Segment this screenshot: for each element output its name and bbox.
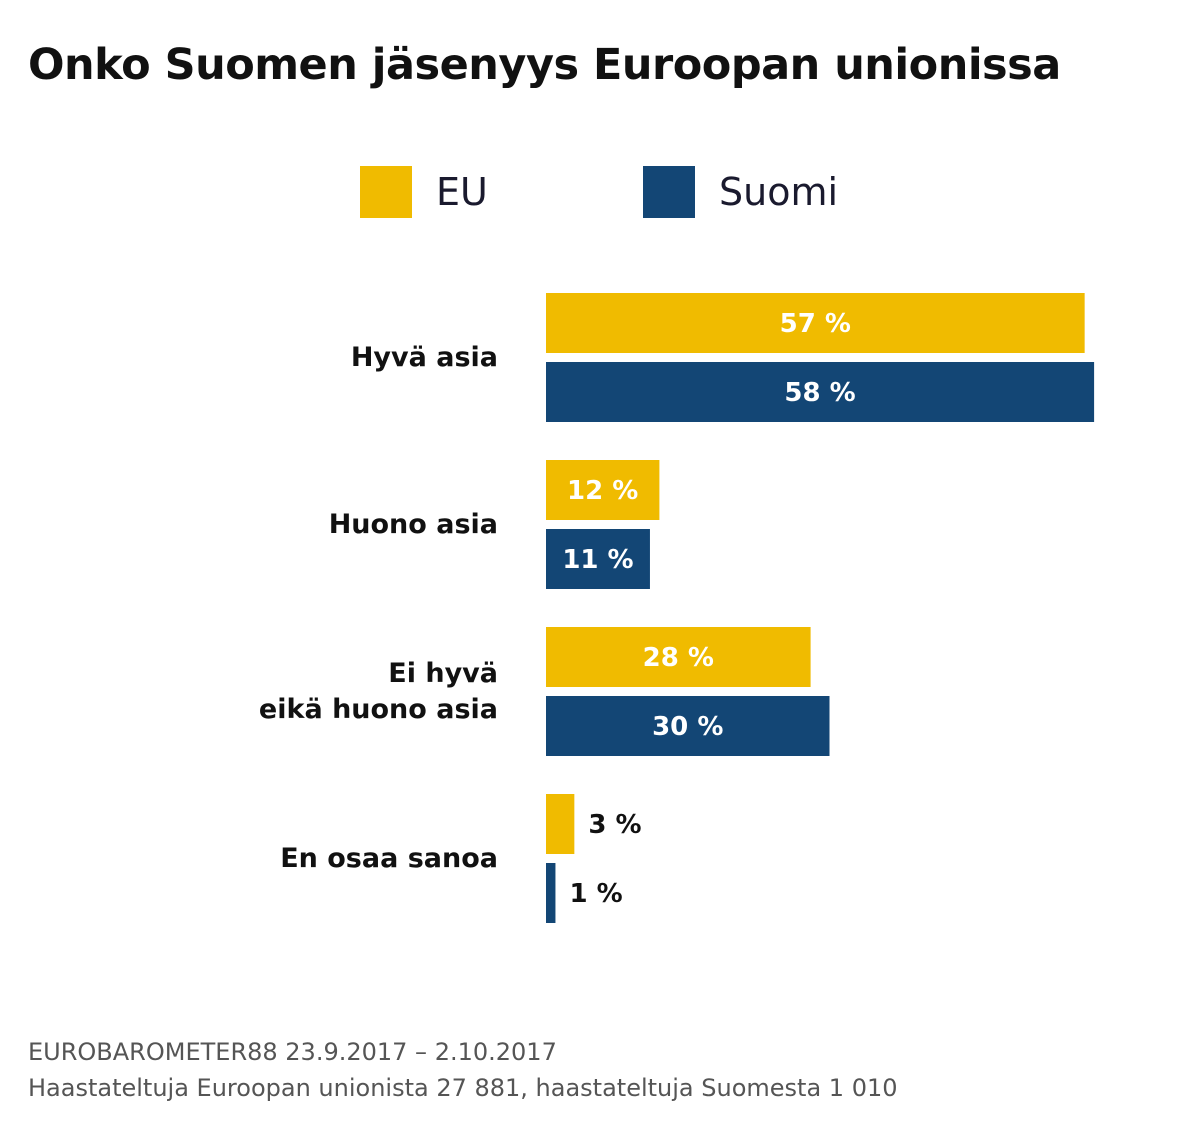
value-label-suomi-ei-hyva-eika-huono: 30 % (652, 712, 723, 742)
bar-suomi-en-osaa-sanoa (546, 863, 556, 923)
value-label-eu-hyva-asia: 57 % (780, 309, 851, 339)
category-label-ei-hyva-eika-huono: Ei hyvä eikä huono asia (258, 657, 498, 725)
value-label-suomi-huono-asia: 11 % (562, 545, 633, 575)
value-label-eu-en-osaa-sanoa: 3 % (588, 810, 641, 840)
category-label-en-osaa-sanoa: En osaa sanoa (280, 842, 498, 874)
legend-item-eu: EU (360, 166, 488, 218)
value-label-eu-ei-hyva-eika-huono: 28 % (643, 643, 714, 673)
legend-label-suomi: Suomi (719, 170, 839, 214)
bar-suomi-huono-asia (546, 529, 650, 589)
value-label-suomi-hyva-asia: 58 % (784, 378, 855, 408)
bar-suomi-hyva-asia (546, 362, 1095, 422)
bar-chart: 57 % 58 % 12 % 11 % 28 % 30 % 3 % 1 % (546, 293, 1095, 923)
value-label-eu-huono-asia: 12 % (567, 476, 638, 506)
category-label-huono-asia: Huono asia (328, 508, 498, 540)
legend-swatch-eu (360, 166, 412, 218)
category-label-hyva-asia: Hyvä asia (350, 341, 498, 373)
legend-item-suomi: Suomi (643, 166, 838, 218)
value-label-suomi-en-osaa-sanoa: 1 % (569, 879, 622, 909)
legend-label-eu: EU (436, 170, 488, 214)
bar-eu-hyva-asia (546, 293, 1085, 353)
chart-title: Onko Suomen jäsenyys Euroopan unionissa (28, 40, 1061, 90)
bar-eu-ei-hyva-eika-huono (546, 627, 811, 687)
footer-note: Haastateltuja Euroopan unionista 27 881,… (28, 1074, 898, 1102)
bar-suomi-ei-hyva-eika-huono (546, 696, 830, 756)
bar-eu-en-osaa-sanoa (546, 794, 575, 854)
footer-source: EUROBAROMETER88 23.9.2017 – 2.10.2017 (28, 1038, 557, 1066)
bar-eu-huono-asia (546, 460, 660, 520)
legend-swatch-suomi (643, 166, 695, 218)
